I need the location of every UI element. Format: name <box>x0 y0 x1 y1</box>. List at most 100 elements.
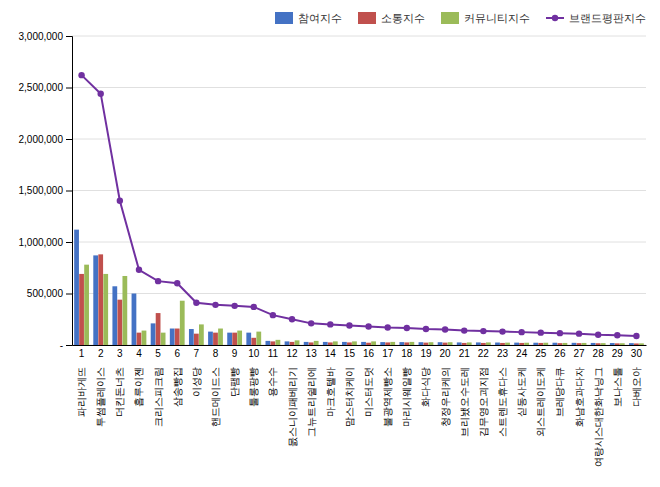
x-tick: 8핸드메이드스 <box>210 348 221 427</box>
grid-line <box>72 87 646 88</box>
bar <box>290 342 295 345</box>
x-tick: 22김무영오괴지점 <box>478 348 490 437</box>
x-category-label: 툴롱팡빵 <box>248 367 259 407</box>
bar <box>366 343 371 345</box>
bar <box>347 342 352 345</box>
chart: -500,0001,000,0001,500,0002,000,0002,500… <box>0 0 660 487</box>
bar <box>93 255 98 345</box>
legend-swatch-marker <box>552 15 558 21</box>
line-marker <box>633 333 639 339</box>
x-tick-label: 25 <box>535 348 547 359</box>
bar <box>620 343 625 345</box>
x-category-label: 싣동사도케 <box>516 367 527 417</box>
y-tick-mark <box>66 191 72 192</box>
x-tick: 30다베오아 <box>631 348 643 407</box>
x-tick-label: 2 <box>98 348 104 359</box>
x-category-label: 외스트레이도케 <box>535 367 546 437</box>
bar <box>170 329 175 345</box>
line-marker <box>423 326 429 332</box>
line-marker <box>78 72 84 78</box>
x-tick-label: 26 <box>554 348 566 359</box>
y-tick-label: 500,000 <box>27 288 64 299</box>
line-marker <box>289 316 295 322</box>
y-tick-label: 1,500,000 <box>19 185 64 196</box>
bar <box>591 343 596 345</box>
bar <box>74 230 79 345</box>
y-tick-label: 2,500,000 <box>19 82 64 93</box>
x-tick: 9단팸빵 <box>229 348 240 397</box>
x-category-label: 맘스터치케이 <box>344 367 355 427</box>
bar <box>256 332 261 345</box>
x-tick-label: 15 <box>344 348 356 359</box>
bar <box>371 341 376 345</box>
line-marker <box>499 328 505 334</box>
bar <box>323 342 328 345</box>
legend-label: 커뮤니티지수 <box>464 12 530 24</box>
bar <box>151 323 156 345</box>
x-tick: 1파리바게뜨 <box>76 348 87 417</box>
line-marker <box>155 278 161 284</box>
line-marker <box>365 323 371 329</box>
x-tick-label: 20 <box>440 348 452 359</box>
x-tick-label: 7 <box>194 348 200 359</box>
y-tick-label: - <box>60 340 63 351</box>
x-tick: 10 툴롱팡빵 <box>248 348 260 407</box>
bar <box>448 342 453 345</box>
x-category-label: 화남호과다자 <box>574 367 585 427</box>
x-category-label: 브리뇄오수도레 <box>459 367 470 437</box>
y-axis: -500,0001,000,0001,500,0002,000,0002,500… <box>19 31 73 351</box>
x-tick: 15 맘스터치케이 <box>344 348 356 427</box>
x-category-label: 스트렌도휴다스 <box>497 367 508 437</box>
x-tick: 27 화남호과다자 <box>573 348 585 427</box>
legend-swatch <box>275 12 293 24</box>
bar <box>156 313 161 345</box>
bar <box>98 254 103 345</box>
bar <box>175 329 180 345</box>
x-category-label: 청정우리케의 <box>440 367 451 427</box>
x-tick-label: 14 <box>325 348 337 359</box>
bar-series <box>84 265 644 345</box>
line-marker <box>346 322 352 328</box>
bar <box>189 329 194 345</box>
y-tick-label: 1,000,000 <box>19 237 64 248</box>
bar <box>615 343 620 345</box>
bar <box>419 342 424 345</box>
line-marker <box>251 304 257 310</box>
x-tick: 18마리시웨일빵 <box>401 348 413 427</box>
bar <box>271 341 276 345</box>
x-category-label: 투썸플레이스 <box>95 367 106 427</box>
line <box>82 75 637 336</box>
bar <box>251 338 256 345</box>
bar <box>476 342 481 345</box>
bar <box>538 343 543 345</box>
line-marker <box>136 267 142 273</box>
x-category-label: 파리바게뜨 <box>76 367 87 417</box>
grid-line <box>72 139 646 140</box>
x-category-label: 화다식당 <box>420 367 431 407</box>
x-tick-label: 10 <box>248 348 260 359</box>
bar <box>361 342 366 345</box>
x-tick: 4홉루이젠 <box>133 348 144 407</box>
bar <box>227 333 232 345</box>
y-tick-mark <box>66 88 72 89</box>
line-marker <box>518 329 524 335</box>
grid <box>72 36 646 345</box>
x-tick-label: 13 <box>306 348 318 359</box>
x-category-label: 홉루이젠 <box>133 367 144 407</box>
bar <box>333 341 338 345</box>
x-category-label: 다베오아 <box>631 367 642 407</box>
legend-label: 브랜드평판지수 <box>569 12 646 24</box>
bar <box>390 342 395 345</box>
bar <box>295 340 300 345</box>
bar <box>246 333 251 345</box>
x-tick-label: 27 <box>573 348 585 359</box>
y-tick: 3,000,000 <box>19 31 73 42</box>
bar <box>409 342 414 345</box>
bar <box>639 343 644 345</box>
x-tick: 19화다식당 <box>420 348 432 407</box>
bar <box>558 343 563 345</box>
legend-label: 소통지수 <box>381 12 425 24</box>
bar <box>443 343 448 345</box>
bar <box>629 343 634 345</box>
bar <box>577 343 582 345</box>
